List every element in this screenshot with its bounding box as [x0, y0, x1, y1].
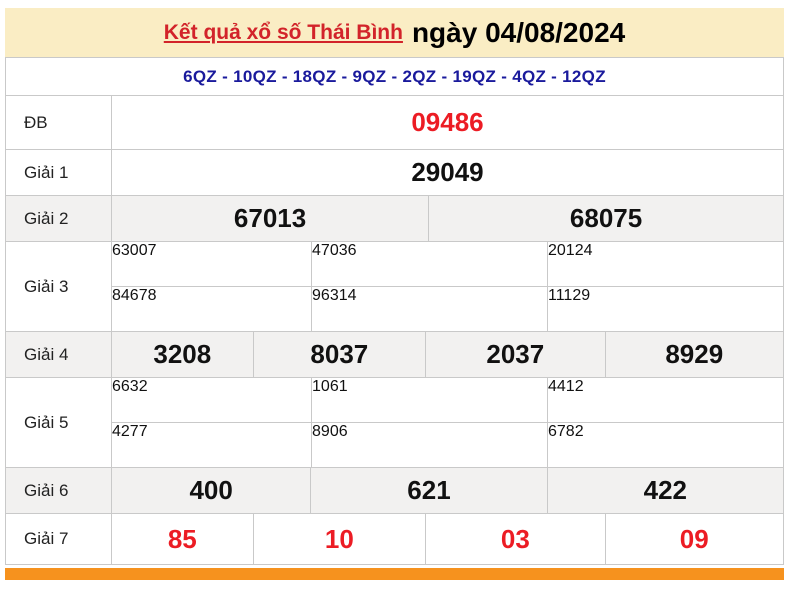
- prize-value: 67013: [111, 196, 428, 241]
- prize-label: Giải 4: [24, 344, 69, 364]
- station-codes-text: 6QZ - 10QZ - 18QZ - 9QZ - 2QZ - 19QZ - 4…: [183, 66, 606, 86]
- prize-value: 03: [425, 514, 604, 564]
- prize-label: ĐB: [24, 112, 48, 132]
- prize-value: 4277: [112, 423, 148, 440]
- prize-value: 68075: [428, 196, 783, 241]
- prize-row-5: Giải 5 6632 1061 4412 4277 8906 6782: [6, 378, 783, 468]
- prize-value: 3208: [111, 332, 253, 377]
- prize-value: 8929: [604, 332, 783, 377]
- prize-value: 85: [111, 514, 253, 564]
- prize-value: 47036: [311, 242, 547, 286]
- prize-value: 2037: [425, 332, 604, 377]
- bottom-accent-bar: [5, 568, 784, 580]
- prize-value: 400: [111, 468, 310, 513]
- prize-value: 84678: [112, 287, 157, 304]
- prize-value: 09: [604, 514, 783, 564]
- prize-row-1: Giải 1 29049: [6, 150, 783, 196]
- prize-row-2: Giải 2 67013 68075: [6, 196, 783, 242]
- lottery-results-page: Kết quả xổ số Thái Bình ngày 04/08/2024 …: [5, 8, 784, 580]
- prize-label: Giải 7: [24, 529, 69, 548]
- prize-value: 09486: [111, 96, 783, 149]
- prize-value: 8906: [311, 423, 547, 467]
- prize-row-4: Giải 4 3208 8037 2037 8929: [6, 332, 783, 378]
- prize-label: Giải 5: [24, 412, 69, 432]
- prize-value: 4412: [547, 378, 783, 422]
- page-header: Kết quả xổ số Thái Bình ngày 04/08/2024: [5, 8, 784, 57]
- prize-row-3: Giải 3 63007 47036 20124 84678 96314 111…: [6, 242, 783, 332]
- prize-row-special: ĐB 09486: [6, 96, 783, 150]
- prize-value: 6632: [112, 378, 148, 395]
- prize-label: Giải 2: [24, 208, 69, 228]
- results-table: 6QZ - 10QZ - 18QZ - 9QZ - 2QZ - 19QZ - 4…: [5, 57, 784, 565]
- prize-value: 10: [252, 514, 426, 564]
- prize-value: 1061: [311, 378, 547, 422]
- prize-value: 6782: [547, 423, 783, 467]
- title-link[interactable]: Kết quả xổ số Thái Bình: [163, 20, 403, 44]
- prize-value: 621: [310, 468, 546, 513]
- prize-value: 422: [546, 468, 783, 513]
- station-codes-row: 6QZ - 10QZ - 18QZ - 9QZ - 2QZ - 19QZ - 4…: [6, 58, 783, 96]
- prize-label: Giải 3: [24, 276, 69, 296]
- prize-label: Giải 6: [24, 480, 69, 500]
- prize-label: Giải 1: [24, 162, 69, 182]
- prize-value: 20124: [547, 242, 783, 286]
- prize-value: 8037: [252, 332, 426, 377]
- prize-row-6: Giải 6 400 621 422: [6, 468, 783, 514]
- prize-row-7: Giải 7 85 10 03 09: [6, 514, 783, 565]
- prize-value: 11129: [547, 287, 783, 331]
- prize-value: 29049: [111, 150, 783, 195]
- title-date: ngày 04/08/2024: [411, 16, 626, 48]
- prize-value: 63007: [112, 242, 157, 259]
- prize-value: 96314: [311, 287, 547, 331]
